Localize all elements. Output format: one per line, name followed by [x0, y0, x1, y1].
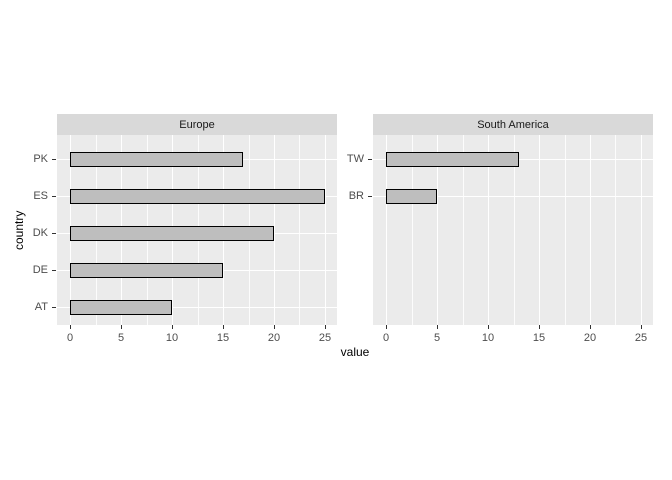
x-tick-mark	[223, 325, 224, 329]
x-tick-label: 5	[117, 332, 125, 344]
x-tick-label: 0	[382, 332, 390, 344]
facet-strip: Europe	[57, 114, 337, 135]
x-tick-mark	[325, 325, 326, 329]
major-gridline	[641, 135, 642, 325]
row-gridline	[373, 196, 653, 197]
y-tick-label-br: BR	[348, 190, 364, 202]
bar-es	[70, 189, 325, 204]
facet-strip: South America	[373, 114, 653, 135]
y-tick-mark	[52, 196, 56, 197]
y-tick-mark	[52, 270, 56, 271]
x-tick-label: 20	[267, 332, 281, 344]
y-tick-mark	[52, 307, 56, 308]
minor-gridline	[615, 135, 616, 325]
x-tick-mark	[539, 325, 540, 329]
bar-tw	[386, 152, 519, 167]
x-tick-mark	[70, 325, 71, 329]
major-gridline	[386, 135, 387, 325]
minor-gridline	[299, 135, 300, 325]
plot-panel	[57, 135, 337, 325]
x-axis-title: value	[340, 345, 370, 359]
major-gridline	[590, 135, 591, 325]
minor-gridline	[514, 135, 515, 325]
major-gridline	[325, 135, 326, 325]
y-tick-mark	[368, 159, 372, 160]
y-tick-label-tw: TW	[346, 153, 364, 165]
x-tick-label: 10	[481, 332, 495, 344]
bar-br	[386, 189, 437, 204]
x-tick-mark	[488, 325, 489, 329]
facet-strip-label: South America	[477, 118, 549, 131]
x-tick-label: 0	[66, 332, 74, 344]
y-tick-label-dk: DK	[32, 227, 48, 239]
x-tick-mark	[274, 325, 275, 329]
bar-at	[70, 300, 172, 315]
x-tick-label: 25	[318, 332, 332, 344]
y-tick-mark	[368, 196, 372, 197]
x-tick-label: 25	[634, 332, 648, 344]
x-tick-label: 15	[216, 332, 230, 344]
major-gridline	[274, 135, 275, 325]
x-tick-label: 5	[433, 332, 441, 344]
bar-pk	[70, 152, 243, 167]
major-gridline	[539, 135, 540, 325]
x-tick-mark	[641, 325, 642, 329]
minor-gridline	[412, 135, 413, 325]
y-tick-mark	[52, 233, 56, 234]
facet-strip-label: Europe	[179, 118, 215, 131]
y-tick-label-es: ES	[33, 190, 48, 202]
x-tick-mark	[121, 325, 122, 329]
major-gridline	[437, 135, 438, 325]
y-tick-mark	[52, 159, 56, 160]
x-tick-label: 20	[583, 332, 597, 344]
x-tick-mark	[386, 325, 387, 329]
row-gridline	[57, 307, 337, 308]
y-tick-label-at: AT	[34, 301, 48, 313]
x-tick-label: 10	[165, 332, 179, 344]
x-tick-label: 15	[532, 332, 546, 344]
y-tick-label-pk: PK	[33, 153, 48, 165]
minor-gridline	[463, 135, 464, 325]
x-tick-mark	[172, 325, 173, 329]
major-gridline	[488, 135, 489, 325]
plot-panel	[373, 135, 653, 325]
bar-dk	[70, 226, 274, 241]
y-tick-label-de: DE	[32, 264, 48, 276]
minor-gridline	[565, 135, 566, 325]
x-tick-mark	[437, 325, 438, 329]
bar-de	[70, 263, 223, 278]
x-tick-mark	[590, 325, 591, 329]
